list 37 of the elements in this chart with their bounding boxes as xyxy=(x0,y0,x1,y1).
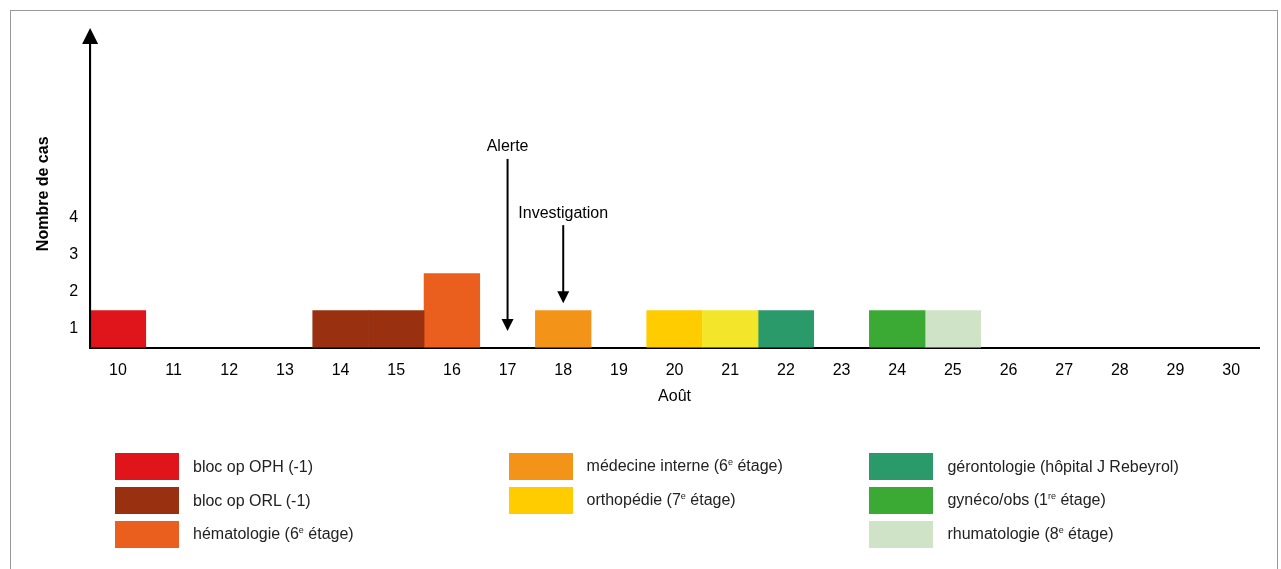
x-tick-label: 14 xyxy=(331,360,350,378)
x-tick-label: 28 xyxy=(1110,360,1129,378)
legend-label: médecine interne (6$^{e}$ étage) xyxy=(586,457,783,476)
legend-label: gérontologie (hôpital J Rebeyrol) xyxy=(947,457,1179,476)
x-tick-label: 11 xyxy=(165,360,182,378)
y-tick-label: 1 xyxy=(69,319,79,337)
legend-label: gynéco/obs (1$^{re}$ étage) xyxy=(947,491,1106,510)
x-tick-label: 21 xyxy=(721,360,740,378)
legend-label: hématologie (6$^{e}$ étage) xyxy=(193,525,354,544)
legend-label: orthopédie (7$^{e}$ étage) xyxy=(586,491,736,510)
x-tick-label: 27 xyxy=(1055,360,1074,378)
x-tick-label: 22 xyxy=(776,360,795,378)
x-tick-label: 18 xyxy=(554,360,573,378)
x-tick-label: 17 xyxy=(498,360,517,378)
x-tick-label: 30 xyxy=(1222,360,1241,378)
y-tick-label: 3 xyxy=(69,245,79,263)
x-tick-label: 10 xyxy=(109,360,127,378)
annotation: Investigation xyxy=(518,203,609,221)
legend-label: rhumatologie (8$^{e}$ étage) xyxy=(947,525,1114,544)
x-tick-label: 12 xyxy=(220,360,239,378)
x-tick-label: 23 xyxy=(832,360,851,378)
y-tick-label: 4 xyxy=(69,208,79,226)
y-axis-title: Nombre de cas xyxy=(34,136,52,252)
x-tick-label: 26 xyxy=(999,360,1018,378)
x-tick-label: 20 xyxy=(665,360,684,378)
x-tick-label: 19 xyxy=(609,360,628,378)
x-tick-label: 29 xyxy=(1166,360,1185,378)
x-tick-label: 13 xyxy=(276,360,294,378)
x-tick-label: 24 xyxy=(888,360,907,378)
x-axis-title: Août xyxy=(658,386,692,404)
annotation: Alerte xyxy=(486,137,529,155)
legend-label: bloc op OPH (-1) xyxy=(193,457,314,476)
legend-label: bloc op ORL (-1) xyxy=(193,491,311,510)
x-tick-label: 16 xyxy=(443,360,461,378)
x-tick-label: 25 xyxy=(943,360,962,378)
x-tick-label: 15 xyxy=(387,360,406,378)
y-tick-label: 2 xyxy=(69,282,79,300)
